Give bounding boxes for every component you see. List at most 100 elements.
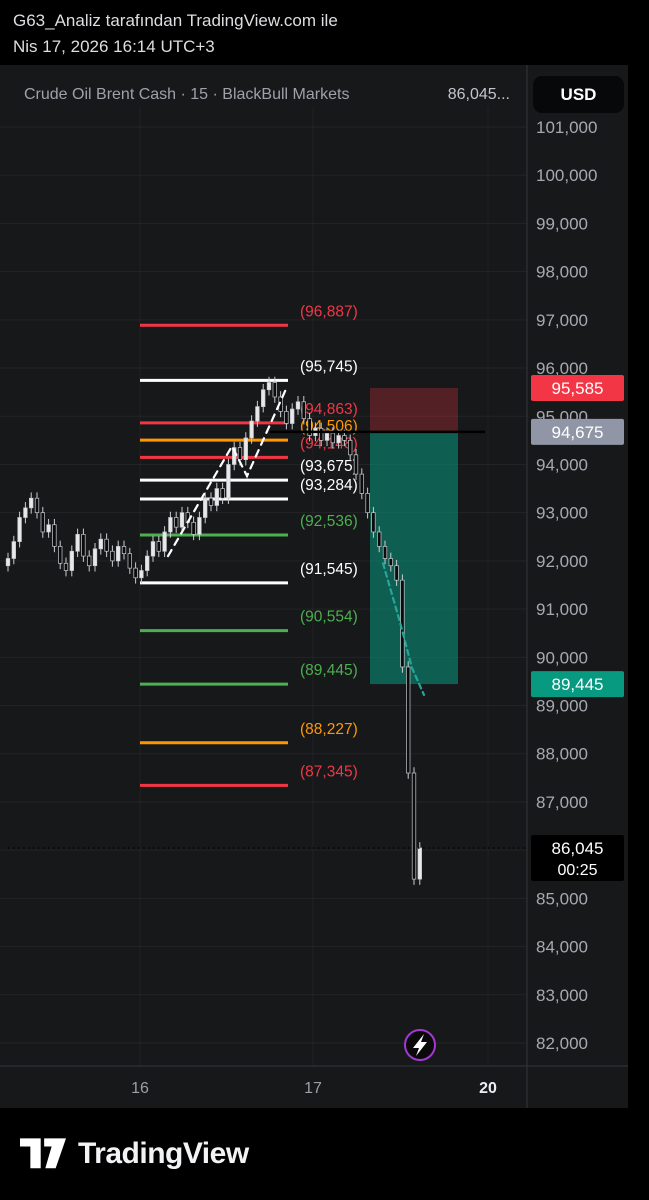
candle-body <box>353 454 359 475</box>
candle-body <box>249 420 254 439</box>
candle-body <box>307 418 312 436</box>
candle-body <box>226 464 231 499</box>
candle-body <box>214 488 219 506</box>
level-label: (93,284) <box>300 477 358 494</box>
candle-body <box>406 666 411 774</box>
tradingview-wordmark: TradingView <box>78 1137 249 1170</box>
last-price-badge: 86,045 00:25 <box>531 834 624 881</box>
candle-body <box>365 493 370 514</box>
price-tick-label: 88,000 <box>536 745 588 764</box>
candle-body <box>382 546 388 559</box>
candle-body <box>359 473 364 494</box>
price-tick-label: 85,000 <box>536 889 588 908</box>
candle-body <box>150 541 156 557</box>
candle-body <box>179 512 185 528</box>
quick-trade-button[interactable] <box>404 1029 436 1061</box>
candle-body <box>92 548 98 567</box>
price-tick-label: 89,000 <box>536 697 588 716</box>
candle-body <box>98 538 103 550</box>
time-tick-label: 16 <box>131 1080 149 1097</box>
price-tick-label: 100,000 <box>536 166 597 185</box>
price-tick-label: 91,000 <box>536 600 588 619</box>
candle-body <box>133 567 138 579</box>
candle-body <box>11 541 16 559</box>
candle-body <box>121 546 127 555</box>
price-chart[interactable]: (96,887)(95,745)(94,863)(94,506)(94,148)… <box>0 65 628 1108</box>
level-label: (91,545) <box>300 561 358 578</box>
price-tick-label: 87,000 <box>536 793 588 812</box>
candle-body <box>168 517 173 533</box>
target-price-badge-bg <box>531 671 624 698</box>
candle-body <box>243 437 248 461</box>
candle-body <box>220 488 225 499</box>
candle-body <box>324 432 330 441</box>
entry-price-badge-value: 94,675 <box>552 423 604 442</box>
candle-body <box>388 558 393 567</box>
share-datetime: Nis 17, 2026 16:14 UTC+3 <box>13 37 215 56</box>
entry-price-badge-bg <box>531 418 624 445</box>
candle-body <box>377 531 382 547</box>
candle-body <box>5 558 11 567</box>
time-tick-label: 17 <box>304 1080 322 1097</box>
candle-body <box>208 497 214 506</box>
candle-body <box>261 389 266 407</box>
price-tick-label: 92,000 <box>536 552 588 571</box>
candle-body <box>232 447 237 465</box>
price-tick-label: 99,000 <box>536 214 588 233</box>
price-tick-label: 101,000 <box>536 118 597 137</box>
candle-body <box>203 497 208 518</box>
level-label: (94,863) <box>300 401 358 418</box>
price-tick-label: 84,000 <box>536 938 588 957</box>
price-tick-label: 94,000 <box>536 455 588 474</box>
share-attribution: G63_Analiz tarafından TradingView.com il… <box>13 11 338 30</box>
lightning-icon <box>413 1034 427 1056</box>
level-label: (96,887) <box>300 303 358 320</box>
level-label: (89,445) <box>300 662 358 679</box>
candle-body <box>81 534 86 557</box>
candle-body <box>52 524 57 547</box>
candle-body <box>127 553 132 569</box>
candle-body <box>139 570 144 579</box>
candle-body <box>295 401 301 410</box>
candle-body <box>104 538 109 552</box>
candle-body <box>411 772 417 880</box>
time-tick-label: 20 <box>479 1080 497 1097</box>
candle-body <box>63 562 69 571</box>
candle-body <box>69 550 74 571</box>
candle-body <box>266 382 272 391</box>
candle-body <box>46 524 51 533</box>
level-label: (87,345) <box>300 763 358 780</box>
stop-price-badge-value: 95,585 <box>552 379 604 398</box>
stop-price-badge: 95,585 <box>531 375 624 402</box>
stop-loss-zone <box>370 388 458 432</box>
last-price-badge-bg <box>531 834 624 881</box>
candle-body <box>17 517 22 542</box>
candle-body <box>301 401 306 420</box>
candle-body <box>34 497 40 514</box>
time-scale[interactable]: 16 17 20 <box>131 1080 497 1097</box>
candle-body <box>58 546 63 564</box>
tradingview-logo-icon <box>20 1137 66 1168</box>
currency-button[interactable]: USD <box>533 76 624 113</box>
target-price-badge: 89,445 <box>531 671 624 698</box>
candle-body <box>342 435 347 441</box>
price-scale[interactable]: 82,00083,00084,00085,00086,00087,00088,0… <box>536 118 597 1053</box>
candle-body <box>174 517 179 528</box>
level-label: (92,536) <box>300 513 358 530</box>
stop-price-badge-bg <box>531 375 624 402</box>
candle-body <box>110 550 115 562</box>
price-tick-label: 97,000 <box>536 311 588 330</box>
candle-body <box>237 447 243 461</box>
candle-body <box>272 382 277 398</box>
candle-body <box>371 512 376 533</box>
target-price-badge-value: 89,445 <box>552 675 604 694</box>
forecast-path <box>381 562 426 697</box>
trend-arrow <box>166 385 289 558</box>
share-header: G63_Analiz tarafından TradingView.com il… <box>0 0 649 73</box>
candle-body <box>319 427 324 441</box>
candle-body <box>191 521 196 535</box>
price-tick-label: 98,000 <box>536 263 588 282</box>
levels-layer: (96,887)(95,745)(94,863)(94,506)(94,148)… <box>140 303 358 787</box>
price-tick-label: 82,000 <box>536 1034 588 1053</box>
entry-price-badge: 94,675 <box>531 418 624 445</box>
